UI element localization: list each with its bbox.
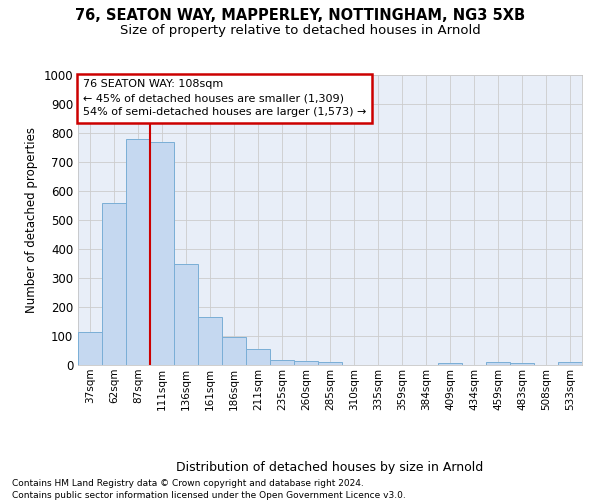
Text: Contains HM Land Registry data © Crown copyright and database right 2024.: Contains HM Land Registry data © Crown c…: [12, 479, 364, 488]
Y-axis label: Number of detached properties: Number of detached properties: [25, 127, 38, 313]
Bar: [510, 363, 534, 365]
Bar: [78, 332, 102, 365]
Bar: [438, 362, 462, 365]
Bar: [198, 317, 222, 365]
Bar: [150, 142, 174, 365]
Text: 76 SEATON WAY: 108sqm
← 45% of detached houses are smaller (1,309)
54% of semi-d: 76 SEATON WAY: 108sqm ← 45% of detached …: [83, 80, 367, 118]
Text: Size of property relative to detached houses in Arnold: Size of property relative to detached ho…: [119, 24, 481, 37]
Bar: [294, 361, 318, 365]
Bar: [558, 362, 582, 365]
Bar: [222, 337, 246, 365]
Text: Distribution of detached houses by size in Arnold: Distribution of detached houses by size …: [176, 461, 484, 474]
Bar: [486, 362, 510, 365]
Bar: [174, 264, 198, 365]
Text: 76, SEATON WAY, MAPPERLEY, NOTTINGHAM, NG3 5XB: 76, SEATON WAY, MAPPERLEY, NOTTINGHAM, N…: [75, 8, 525, 22]
Bar: [102, 202, 126, 365]
Text: Contains public sector information licensed under the Open Government Licence v3: Contains public sector information licen…: [12, 491, 406, 500]
Bar: [126, 139, 150, 365]
Bar: [246, 349, 270, 365]
Bar: [318, 362, 342, 365]
Bar: [270, 360, 294, 365]
